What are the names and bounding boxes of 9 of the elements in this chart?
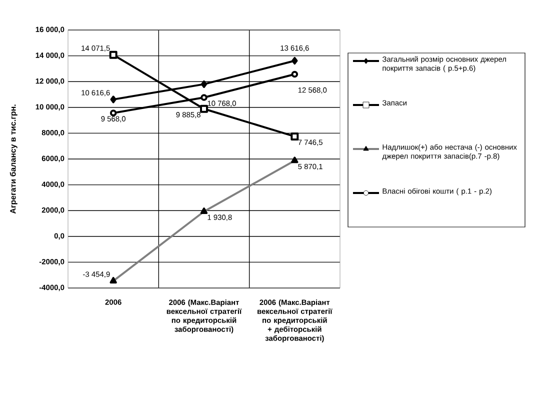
point [200, 104, 208, 113]
point [200, 94, 208, 101]
point [200, 80, 208, 88]
point [291, 70, 298, 78]
point [109, 50, 118, 59]
point [292, 56, 298, 65]
point [110, 96, 116, 104]
point [110, 110, 117, 116]
point [290, 132, 299, 140]
